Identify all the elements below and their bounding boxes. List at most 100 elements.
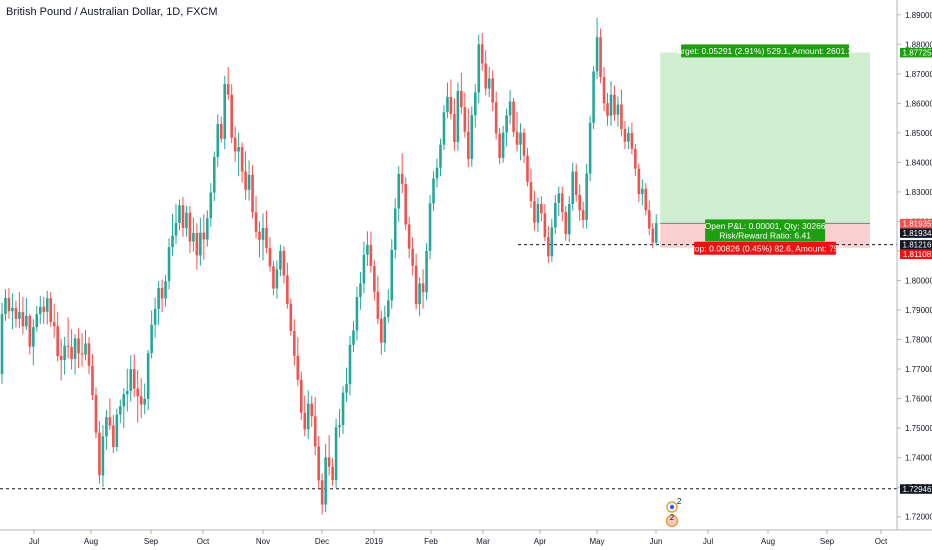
candle-body [143,398,146,405]
candle-body [560,193,564,212]
candle-body [157,287,160,309]
candle-body [641,188,644,194]
candle-body [557,193,561,203]
candle-body [522,132,526,156]
candle-body [275,269,279,289]
candle-body [115,414,119,448]
candle-body [14,307,18,319]
candle-body [366,244,369,255]
candle-body [216,124,220,158]
candle-body [91,365,94,396]
candle-body [533,201,536,223]
candle-body [334,427,338,481]
y-tick-label: 1.72000 [905,513,932,522]
stop-label-box [694,241,837,255]
candle-body [550,227,554,257]
y-tick-label: 1.75000 [905,424,932,433]
candle-body [209,192,213,219]
candle-body [397,173,401,209]
candle-body [501,132,505,158]
y-tick-label: 1.83000 [905,188,932,197]
price-tag-label: 1.81108 [903,250,932,259]
candle-body [393,208,397,250]
position-zones [660,52,870,248]
dividend-event-icon [665,514,679,528]
candle-body [634,148,637,169]
candle-body [206,218,209,240]
candle-body [348,344,352,385]
candle-body [192,232,195,242]
candle-body [595,37,599,72]
candle-body [244,171,247,190]
y-tick-label: 1.77000 [905,365,932,374]
candle-body [59,356,63,360]
candle-body [602,77,606,104]
candle-body [376,291,380,319]
candles [0,17,658,515]
candle-body [45,298,49,312]
news-event-count: 2 [677,497,682,506]
candle-body [345,384,348,393]
x-tick-label: Nov [256,537,270,546]
candle-body [647,210,651,229]
y-tick-label: 1.80000 [905,277,932,286]
candle-body [150,324,153,354]
candle-body [620,104,623,130]
candle-body [554,202,557,228]
candle-body [505,115,508,133]
x-tick-label: Sep [820,537,835,546]
candle-body [73,338,77,360]
y-tick-label: 1.79000 [905,306,932,315]
candle-body [181,205,185,228]
candle-body [390,249,394,301]
candle-body [7,297,11,312]
x-tick-label: Feb [424,537,438,546]
candle-body [449,96,453,114]
price-tag-box [900,228,932,238]
candle-body [299,379,303,413]
candle-body [435,167,439,179]
candle-body [627,132,630,142]
candle-body [609,94,613,116]
candle-body [320,480,324,505]
candle-body [386,300,390,318]
candle-body [268,248,272,267]
candle-body [98,432,101,476]
candle-body [644,188,648,211]
candle-body [613,94,616,115]
position-labels: Target: 0.05291 (2.91%) 529.1, Amount: 2… [673,44,857,255]
candle-body [442,112,446,145]
candle-body [547,237,550,257]
candle-body [32,327,35,347]
candle-body [588,122,592,174]
candle-body [122,394,126,407]
y-tick-label: 1.76000 [905,395,932,404]
x-tick-label: Sep [144,537,159,546]
candle-body [35,314,39,328]
candle-body [279,250,282,270]
pnl-label-line1: Open P&L: 0.00001, Qty: 30266 [705,221,826,231]
candle-body [453,113,456,143]
y-tick-label: 1.87000 [905,70,932,79]
candle-body [132,369,136,389]
candle-body [425,250,428,293]
candle-body [327,457,331,467]
candle-body [338,425,341,428]
candle-body [160,287,164,299]
candle-body [359,283,362,298]
candle-body [4,297,7,315]
candle-body [494,102,498,134]
candle-body [63,345,66,360]
x-tick-label: 2019 [365,537,383,546]
candle-body [146,353,150,399]
candle-body [616,104,620,115]
candle-body [536,204,540,223]
x-tick-label: Oct [875,537,888,546]
candle-body [52,322,56,327]
price-tag-box [900,484,932,494]
candle-body [77,338,80,354]
candle-body [414,265,418,305]
pnl-label-line2: Risk/Reward Ratio: 6.41 [719,230,811,240]
x-tick-label: May [589,537,604,546]
